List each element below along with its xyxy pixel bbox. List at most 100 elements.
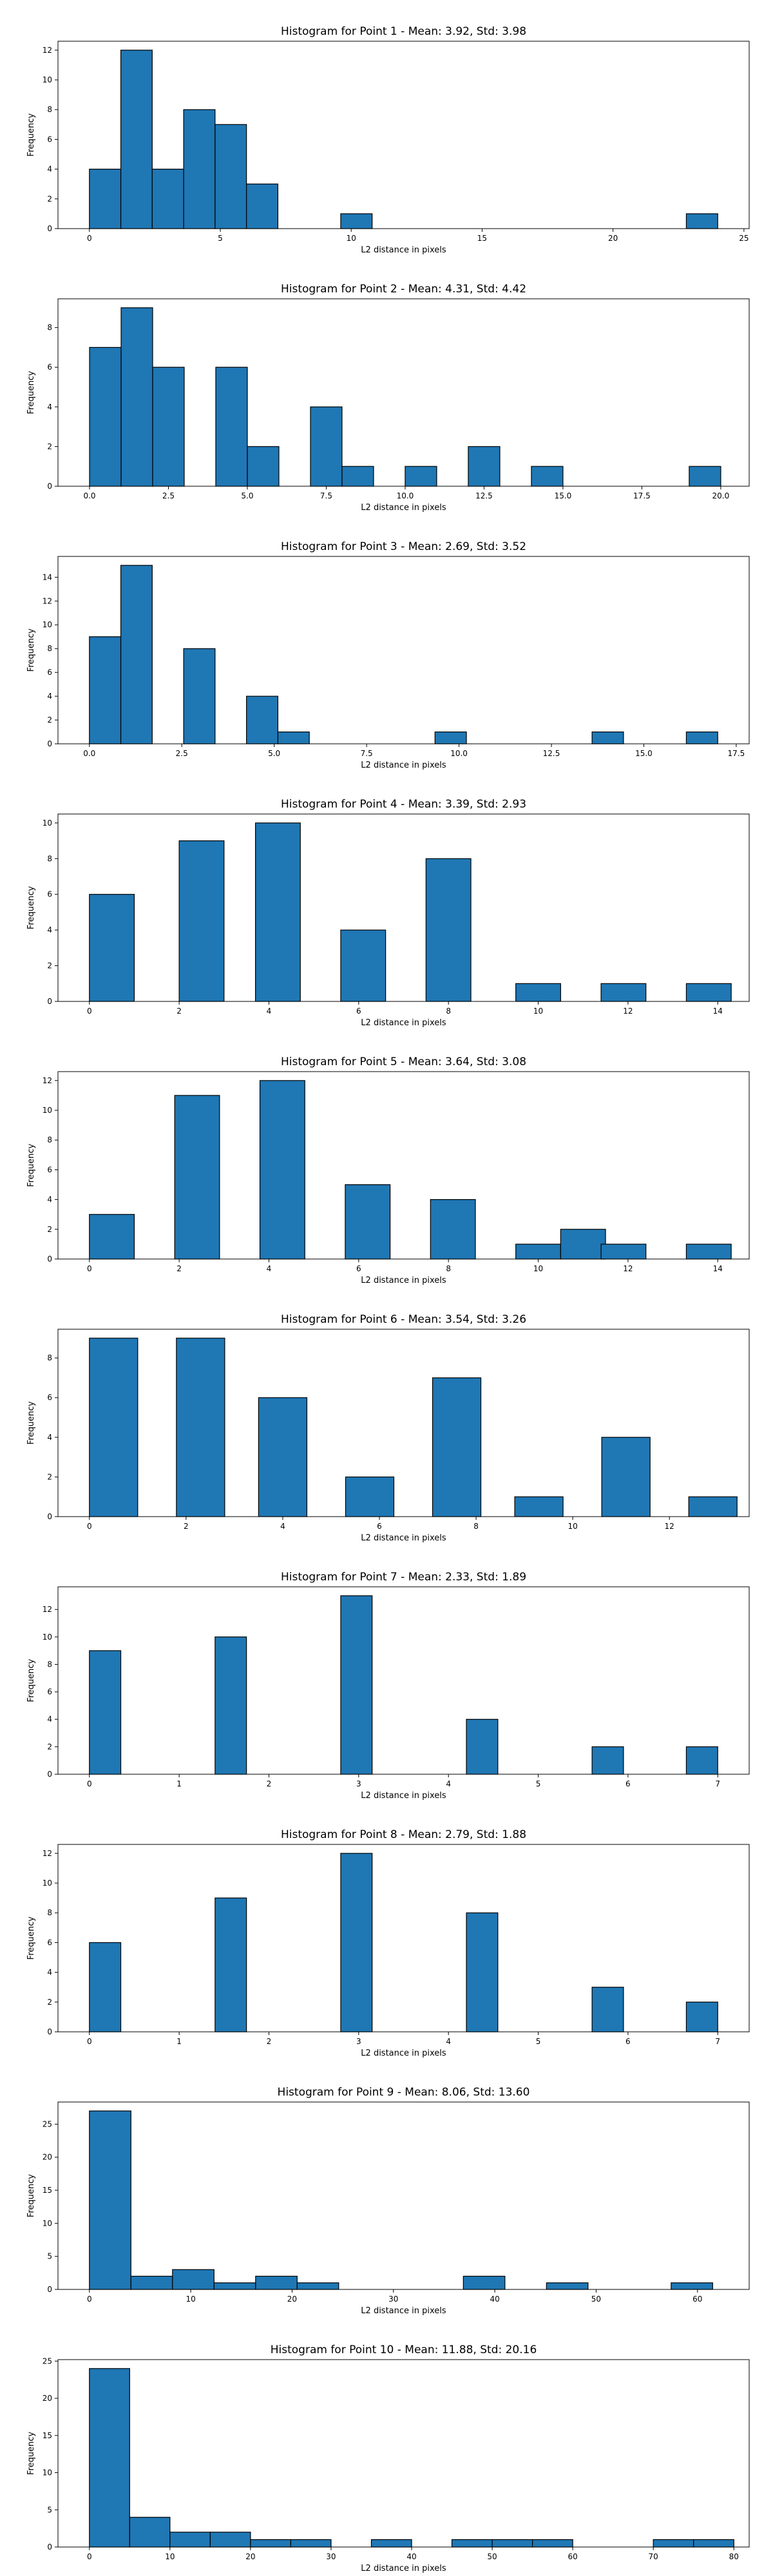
y-tick-label: 0 — [47, 1512, 52, 1521]
y-tick-label: 10 — [43, 2468, 52, 2477]
histogram-bar — [591, 731, 624, 744]
x-tick-label: 8 — [446, 1264, 451, 1273]
x-axis-label: L2 distance in pixels — [361, 1791, 446, 1801]
y-tick-label: 0 — [47, 224, 52, 233]
histogram-bar — [531, 2539, 573, 2548]
y-tick-label: 4 — [47, 402, 52, 412]
x-tick-label: 5 — [218, 234, 223, 243]
x-tick-label: 0.0 — [83, 491, 95, 500]
histogram-bar — [246, 696, 279, 744]
x-tick-label: 10 — [165, 2552, 175, 2561]
y-tick-label: 6 — [47, 135, 52, 144]
y-tick-label: 2 — [47, 1998, 52, 2007]
x-tick-label: 4 — [267, 1007, 272, 1016]
histogram-bar — [600, 983, 647, 1002]
histogram-panel-5: 0 2 4 6 8 10 12 14 0 2 4 6 8 10 12 Histogram for Point … — [26, 1056, 750, 1285]
histogram-bar — [89, 1338, 138, 1517]
histogram-bar — [255, 2275, 298, 2290]
x-tick-label: 0 — [87, 234, 92, 243]
y-tick-label: 8 — [47, 323, 52, 332]
histogram-panel-3: 0.0 2.5 5.0 7.5 10.0 12.5 15.0 17.5 0 2 4 6 8 10 12 14 H… — [26, 540, 750, 770]
histogram-bar — [685, 983, 732, 1002]
chart-title: Histogram for Point 1 - Mean: 3.92, Std:… — [281, 25, 526, 38]
y-tick-label: 10 — [43, 1879, 52, 1888]
x-tick-label: 0 — [87, 1779, 92, 1788]
histogram-bar — [246, 184, 279, 229]
x-tick-label: 12 — [623, 1007, 633, 1016]
axes-frame — [57, 1586, 750, 1775]
x-tick-label: 80 — [729, 2552, 739, 2561]
chart-title: Histogram for Point 2 - Mean: 4.31, Std:… — [281, 283, 526, 296]
histogram-bar — [151, 169, 184, 229]
histogram-bar — [685, 2002, 718, 2032]
x-tick-label: 2.5 — [162, 491, 175, 500]
histogram-bar — [183, 109, 216, 229]
y-tick-label: 0 — [47, 1255, 52, 1264]
x-tick-label: 12 — [623, 1264, 633, 1273]
y-tick-label: 5 — [47, 2505, 52, 2514]
y-axis-label: Frequency — [26, 2174, 36, 2217]
y-tick-label: 0 — [47, 2285, 52, 2294]
x-tick-label: 1 — [177, 2037, 182, 2046]
x-tick-label: 50 — [487, 2552, 497, 2561]
x-tick-label: 2.5 — [176, 749, 188, 758]
histogram-panel-6: 0 2 4 6 8 10 12 0 2 4 6 8 Histogram for Point 6 - Me… — [26, 1313, 750, 1543]
axes-frame — [57, 1329, 750, 1517]
y-tick-label: 4 — [47, 165, 52, 174]
histogram-bar — [345, 1476, 395, 1517]
histogram-bar — [89, 169, 122, 229]
histogram-bar — [120, 50, 153, 229]
y-tick-label: 8 — [47, 105, 52, 114]
x-tick-label: 10 — [186, 2295, 195, 2304]
y-tick-label: 12 — [43, 1076, 52, 1085]
histogram-bar — [466, 1719, 499, 1775]
x-tick-label: 10.0 — [397, 491, 414, 500]
y-axis-label: Frequency — [26, 113, 36, 156]
histogram-bar — [345, 1184, 391, 1260]
histogram-bar — [120, 565, 153, 744]
y-tick-label: 0 — [47, 2543, 52, 2552]
histogram-bar — [89, 636, 122, 744]
histogram-bar — [174, 1095, 220, 1260]
y-tick-label: 4 — [47, 1968, 52, 1977]
y-tick-label: 2 — [47, 715, 52, 724]
chart-title: Histogram for Point 6 - Mean: 3.54, Std:… — [281, 1313, 526, 1326]
y-axis-label: Frequency — [26, 1401, 36, 1444]
histogram-bar — [89, 894, 135, 1002]
y-tick-label: 2 — [47, 961, 52, 971]
axes-frame — [57, 2359, 750, 2548]
histogram-bar — [425, 858, 472, 1002]
x-tick-label: 10 — [347, 234, 356, 243]
histogram-bar — [405, 466, 437, 487]
x-tick-label: 3 — [356, 1779, 361, 1788]
histogram-bar — [689, 466, 721, 487]
x-tick-label: 2 — [184, 1522, 189, 1531]
x-tick-label: 50 — [591, 2295, 601, 2304]
histogram-panel-1: 0 5 10 15 20 25 0 2 4 6 8 10 12 Histogram for Point 1… — [26, 25, 750, 255]
y-tick-label: 6 — [47, 1687, 52, 1696]
x-tick-label: 15.0 — [635, 749, 653, 758]
y-axis-label: Frequency — [26, 629, 36, 672]
histogram-bar — [560, 1229, 606, 1260]
y-tick-label: 4 — [47, 1715, 52, 1724]
x-axis-label: L2 distance in pixels — [361, 2049, 446, 2058]
y-tick-label: 0 — [47, 482, 52, 491]
x-axis-label: L2 distance in pixels — [361, 2306, 446, 2316]
x-tick-label: 2 — [177, 1007, 182, 1016]
histogram-bar — [591, 1987, 624, 2032]
axes-frame — [57, 1071, 750, 1260]
x-tick-label: 17.5 — [728, 749, 745, 758]
y-tick-label: 6 — [47, 1393, 52, 1402]
histogram-bar — [178, 840, 225, 1002]
axes-frame — [57, 1844, 750, 2032]
y-tick-label: 15 — [43, 2431, 52, 2440]
x-tick-label: 6 — [625, 2037, 631, 2046]
y-tick-label: 0 — [47, 739, 52, 748]
x-tick-label: 17.5 — [633, 491, 651, 500]
histogram-bar — [213, 2282, 256, 2290]
y-tick-label: 5 — [47, 2252, 52, 2261]
histogram-bar — [277, 731, 310, 744]
x-tick-label: 6 — [356, 1264, 361, 1273]
histogram-panel-9: 0 10 20 30 40 50 60 0 5 10 15 20 25 Histogram for Poi… — [26, 2086, 750, 2316]
histogram-bar — [468, 446, 501, 487]
